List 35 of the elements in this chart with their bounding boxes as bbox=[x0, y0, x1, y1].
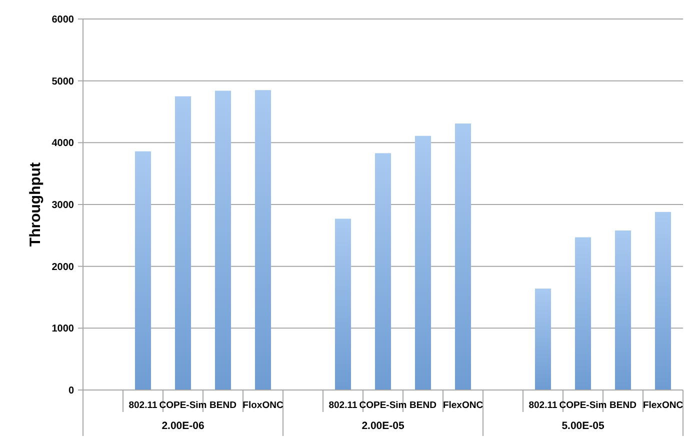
bar bbox=[255, 90, 271, 390]
x-tick-label: FloxONC bbox=[242, 400, 284, 411]
bar bbox=[215, 90, 231, 390]
bar bbox=[615, 230, 631, 390]
x-tick-label: BEND bbox=[410, 400, 437, 411]
x-tick-label: 802.11 bbox=[128, 400, 158, 411]
x-tick-label: FlexONC bbox=[642, 400, 684, 411]
y-tick-label: 3000 bbox=[52, 200, 74, 211]
x-tick-label: BEND bbox=[210, 400, 237, 411]
x-tick-label: 802.11 bbox=[328, 400, 358, 411]
x-tick-label: BEND bbox=[610, 400, 637, 411]
bar bbox=[335, 218, 351, 390]
bar bbox=[415, 136, 431, 390]
bar bbox=[375, 153, 391, 390]
x-tick-label: COPE-Sim bbox=[559, 400, 607, 411]
text: 2.00E-06 bbox=[162, 420, 204, 432]
y-tick-label: 0 bbox=[68, 386, 74, 396]
x-tick-label: 802.11 bbox=[528, 400, 558, 411]
bar bbox=[655, 212, 671, 390]
text: 2.00E-05 bbox=[362, 420, 404, 432]
y-tick-label: 1000 bbox=[52, 324, 74, 335]
text: 5.00E-05 bbox=[562, 420, 604, 432]
x-tick-label: COPE-Sim bbox=[359, 400, 407, 411]
bar bbox=[575, 237, 591, 390]
y-tick-label: 4000 bbox=[52, 138, 74, 150]
bar bbox=[455, 124, 471, 390]
bar bbox=[135, 151, 151, 390]
x-tick-label: COPE-Sim bbox=[159, 400, 207, 411]
bar bbox=[175, 96, 191, 390]
x-tick-label: FlexONC bbox=[442, 400, 484, 411]
bar bbox=[535, 288, 551, 390]
y-axis-title: Throughput bbox=[27, 162, 44, 247]
y-tick-label: 2000 bbox=[52, 262, 74, 273]
y-tick-label: 5000 bbox=[52, 76, 74, 88]
y-tick-label: 6000 bbox=[52, 14, 74, 26]
